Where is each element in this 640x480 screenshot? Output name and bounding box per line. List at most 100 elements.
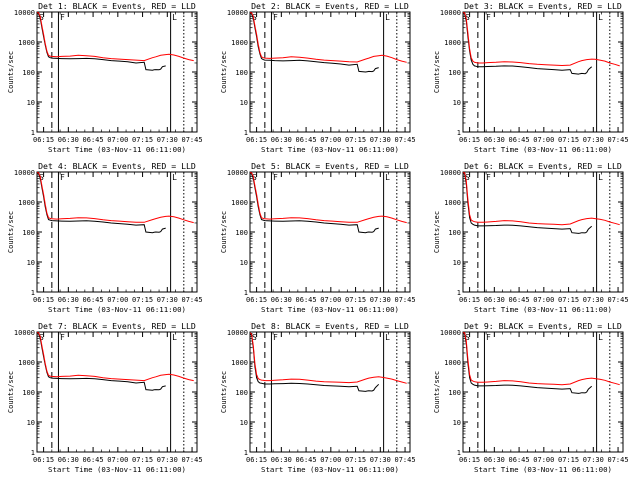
series-line-lld [250, 12, 407, 63]
series-group [250, 12, 407, 73]
marker-label: F [273, 333, 278, 342]
y-tick-label: 10000 [227, 169, 248, 177]
panel-title: Det 2: BLACK = Events, RED = LLD [251, 1, 409, 11]
y-tick-label: 100 [235, 389, 248, 397]
x-tick-label: 06:15 [246, 296, 267, 304]
x-tick-label: 06:15 [246, 456, 267, 464]
series-line-lld [37, 12, 194, 62]
series-line-events [463, 12, 593, 75]
plot-frame [462, 171, 624, 293]
y-tick-label: 1 [244, 449, 248, 457]
detector-panel-6: Det 6: BLACK = Events, RED = LLD 1 10 100 10… [433, 161, 629, 314]
detector-panel-7: Det 7: BLACK = Events, RED = LLD 1 10 100 10… [7, 321, 203, 474]
x-tick-label: 07:30 [157, 136, 178, 144]
x-tick-label: 06:45 [509, 456, 530, 464]
marker-label: L [385, 173, 390, 182]
x-tick-label: 07:45 [182, 296, 203, 304]
x-tick-label: 06:45 [83, 296, 104, 304]
x-tick-label: 06:15 [246, 136, 267, 144]
x-tick-label: 06:45 [296, 296, 317, 304]
plot-frame [462, 331, 624, 453]
marker-label: F [273, 173, 278, 182]
panel-title: Det 3: BLACK = Events, RED = LLD [464, 1, 622, 11]
x-axis-label: Start Time (03-Nov-11 06:11:00) [474, 145, 612, 154]
x-axis-label: Start Time (03-Nov-11 06:11:00) [474, 465, 612, 474]
y-axis-label: Counts/sec [433, 51, 441, 93]
y-axis-label: Counts/sec [433, 211, 441, 253]
x-tick-label: 06:45 [296, 136, 317, 144]
marker-label: F [273, 13, 278, 22]
x-tick-label: 07:45 [182, 456, 203, 464]
y-tick-label: 10 [453, 419, 461, 427]
y-tick-label: 10 [27, 419, 35, 427]
x-axis-label: Start Time (03-Nov-11 06:11:00) [261, 145, 399, 154]
series-group [463, 332, 620, 394]
y-tick-label: 1000 [18, 359, 35, 367]
detector-panel-1: Det 1: BLACK = Events, RED = LLD 1 10 100 10… [7, 1, 203, 154]
x-tick-label: 07:15 [132, 456, 153, 464]
corner-label: S [39, 13, 44, 22]
y-tick-label: 1000 [18, 39, 35, 47]
corner-label: S [465, 173, 470, 182]
x-tick-label: 06:45 [83, 136, 104, 144]
plot-frame [36, 331, 198, 453]
corner-label: S [39, 173, 44, 182]
plot-frame [249, 171, 411, 293]
series-group [37, 332, 194, 391]
x-tick-label: 06:15 [459, 456, 480, 464]
series-line-lld [250, 172, 407, 224]
y-axis-label: Counts/sec [7, 51, 15, 93]
series-group [250, 172, 407, 234]
x-tick-label: 06:15 [33, 136, 54, 144]
detector-panel-9: Det 9: BLACK = Events, RED = LLD 1 10 100 10… [433, 321, 629, 474]
x-tick-label: 07:45 [608, 136, 629, 144]
series-line-events [250, 12, 379, 73]
x-tick-label: 06:30 [271, 136, 292, 144]
x-tick-label: 07:30 [370, 136, 391, 144]
x-tick-label: 07:15 [132, 136, 153, 144]
y-tick-label: 10 [240, 419, 248, 427]
marker-label: F [60, 333, 65, 342]
x-tick-label: 07:45 [608, 456, 629, 464]
x-tick-label: 07:00 [107, 136, 128, 144]
y-tick-label: 1 [244, 289, 248, 297]
y-tick-label: 1 [244, 129, 248, 137]
marker-label: L [598, 13, 603, 22]
series-line-lld [463, 172, 620, 226]
series-group [463, 172, 620, 234]
y-axis-label: Counts/sec [220, 51, 228, 93]
x-tick-label: 06:15 [33, 296, 54, 304]
plot-frame [249, 11, 411, 133]
y-tick-label: 10000 [440, 169, 461, 177]
y-tick-label: 1000 [18, 199, 35, 207]
y-tick-label: 1000 [231, 199, 248, 207]
y-tick-label: 1 [457, 449, 461, 457]
series-line-lld [37, 332, 194, 382]
detector-panel-2: Det 2: BLACK = Events, RED = LLD 1 10 100 10… [220, 1, 416, 154]
x-tick-label: 07:00 [533, 296, 554, 304]
detector-panel-8: Det 8: BLACK = Events, RED = LLD 1 10 100 10… [220, 321, 416, 474]
marker-label: F [486, 173, 491, 182]
x-tick-label: 07:30 [157, 296, 178, 304]
corner-label: S [252, 13, 257, 22]
x-tick-label: 07:30 [583, 296, 604, 304]
corner-label: S [465, 333, 470, 342]
x-tick-label: 07:00 [320, 296, 341, 304]
panel-title: Det 6: BLACK = Events, RED = LLD [464, 161, 622, 171]
x-tick-label: 06:15 [459, 136, 480, 144]
x-tick-label: 07:00 [320, 136, 341, 144]
panel-title: Det 4: BLACK = Events, RED = LLD [38, 161, 196, 171]
corner-label: S [252, 333, 257, 342]
x-tick-label: 06:30 [484, 136, 505, 144]
x-tick-label: 06:15 [459, 296, 480, 304]
series-line-lld [463, 332, 620, 386]
detector-panel-5: Det 5: BLACK = Events, RED = LLD 1 10 100 10… [220, 161, 416, 314]
x-tick-label: 07:30 [583, 456, 604, 464]
x-tick-label: 06:30 [271, 296, 292, 304]
y-tick-label: 10000 [440, 9, 461, 17]
corner-label: S [252, 173, 257, 182]
x-tick-label: 07:00 [107, 456, 128, 464]
marker-label: L [172, 13, 177, 22]
y-tick-label: 100 [22, 389, 35, 397]
